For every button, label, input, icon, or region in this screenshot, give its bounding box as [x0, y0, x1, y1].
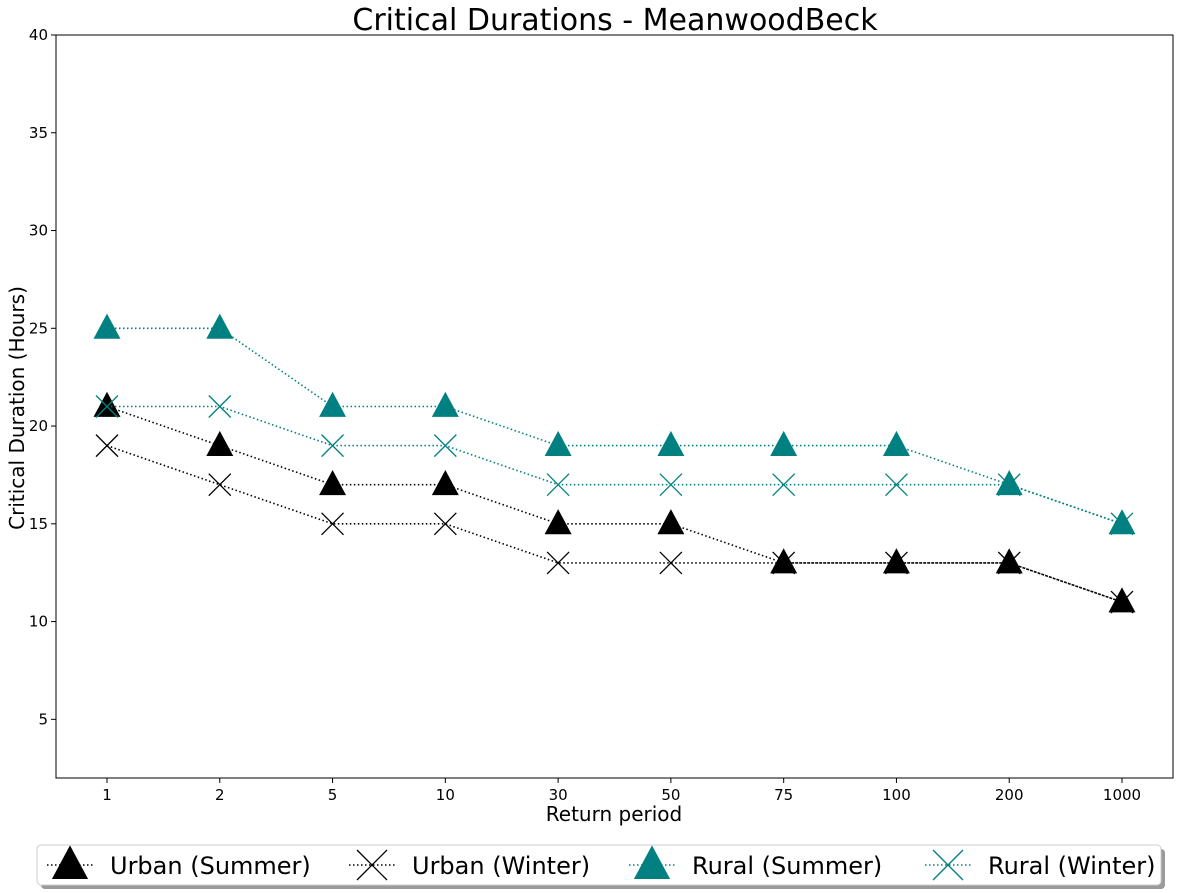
data-point — [995, 548, 1023, 574]
y-tick-label: 15 — [29, 515, 48, 533]
data-point — [657, 430, 685, 457]
data-point — [659, 551, 683, 575]
y-tick-label: 30 — [29, 222, 48, 240]
data-point — [884, 551, 908, 575]
series-urban-winter — [95, 434, 1134, 614]
legend-label: Rural (Winter) — [988, 852, 1156, 880]
data-point — [321, 434, 345, 458]
series-rural-winter — [95, 395, 1134, 536]
x-tick-label: 50 — [661, 786, 680, 804]
series-line — [106, 405, 1123, 603]
x-tick-label: 1000 — [1103, 786, 1141, 804]
data-point — [995, 470, 1023, 496]
x-tick-label: 100 — [882, 786, 911, 804]
series-line — [107, 405, 1123, 525]
x-tick-label: 2 — [215, 786, 225, 804]
data-point — [433, 512, 457, 536]
y-tick-label: 40 — [29, 26, 48, 44]
data-point — [882, 430, 910, 457]
data-point — [93, 391, 121, 417]
legend-box — [36, 844, 1162, 886]
data-point — [95, 434, 119, 458]
legend-label: Urban (Summer) — [110, 852, 311, 880]
data-point — [770, 548, 798, 574]
legend-item: Rural (Winter) — [925, 849, 1156, 881]
y-tick-label: 10 — [29, 613, 48, 631]
data-point — [546, 551, 570, 575]
chart-title: Critical Durations - MeanwoodBeck — [352, 3, 878, 38]
data-point — [1110, 512, 1134, 536]
legend-label: Urban (Winter) — [412, 852, 590, 880]
data-point — [772, 551, 796, 575]
plot-frame — [55, 34, 1174, 779]
x-tick-label: 200 — [995, 786, 1024, 804]
data-point — [208, 473, 232, 497]
legend-item: Rural (Summer) — [629, 845, 882, 880]
y-axis: 5 10 15 20 25 30 35 40 — [29, 26, 56, 728]
y-tick-label: 25 — [29, 319, 48, 337]
data-point — [544, 509, 572, 535]
x-tick-label: 1 — [102, 786, 112, 804]
plot-area — [93, 313, 1136, 614]
x-axis: 1 2 5 10 30 50 75 100 200 1000 — [102, 778, 1141, 804]
legend-marker — [932, 849, 964, 881]
data-point — [431, 391, 459, 417]
x-axis-label: Return period — [546, 802, 682, 826]
data-point — [1108, 509, 1136, 535]
data-point — [544, 430, 572, 457]
y-tick-label: 20 — [29, 417, 48, 435]
data-point — [657, 509, 685, 535]
data-point — [93, 313, 121, 339]
data-point — [431, 470, 459, 496]
data-point — [206, 313, 234, 339]
y-tick-label: 5 — [38, 710, 48, 728]
x-tick-label: 10 — [436, 786, 455, 804]
legend-marker — [51, 845, 89, 879]
data-point — [997, 473, 1021, 497]
data-point — [206, 430, 234, 457]
legend-label: Rural (Summer) — [692, 852, 882, 880]
series-line — [106, 444, 1123, 603]
legend-marker — [356, 849, 388, 881]
y-axis-label: Critical Duration (Hours) — [5, 286, 29, 530]
series-rural-summer — [93, 313, 1136, 535]
data-point — [997, 551, 1021, 575]
data-point — [884, 473, 908, 497]
data-point — [772, 473, 796, 497]
data-point — [770, 430, 798, 457]
legend: Urban (Summer) Urban (Winter) Rural (Summe… — [36, 844, 1165, 889]
data-point — [1108, 587, 1136, 613]
data-point — [95, 395, 119, 418]
y-tick-label: 35 — [29, 124, 48, 142]
legend-marker — [633, 845, 671, 879]
data-point — [319, 470, 347, 496]
data-point — [321, 512, 345, 536]
x-tick-label: 75 — [774, 786, 793, 804]
data-point — [882, 548, 910, 574]
series-line — [107, 327, 1123, 525]
x-tick-label: 30 — [549, 786, 568, 804]
data-point — [546, 473, 570, 497]
data-point — [208, 395, 232, 418]
data-point — [319, 391, 347, 417]
series-urban-summer — [93, 391, 1136, 613]
legend-item: Urban (Winter) — [349, 849, 590, 881]
legend-item: Urban (Summer) — [47, 845, 311, 880]
data-point — [1110, 590, 1134, 614]
data-point — [433, 434, 457, 458]
data-point — [659, 473, 683, 497]
x-tick-label: 5 — [328, 786, 338, 804]
